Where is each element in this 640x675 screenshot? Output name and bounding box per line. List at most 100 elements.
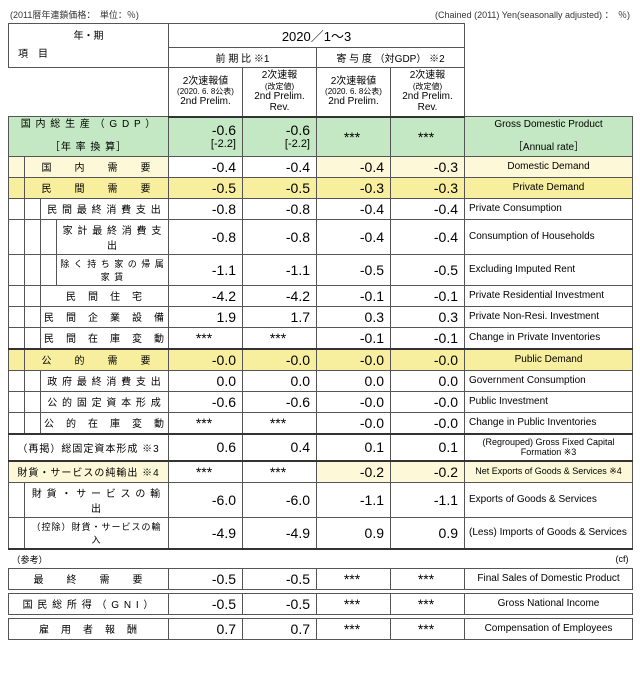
col2-l3: 2nd Prelim. Rev. — [246, 91, 313, 114]
gdp-en: Gross Domestic Product — [494, 119, 602, 131]
col4-l1: 2次速報 — [410, 70, 446, 82]
fsd-v1: -0.5 — [169, 568, 243, 589]
priv-v4: -0.3 — [391, 177, 465, 198]
pcons-v2: -0.8 — [243, 198, 317, 219]
hh-v4: -0.4 — [391, 219, 465, 254]
pcons-en: Private Consumption — [465, 198, 633, 219]
pinv-v2: *** — [243, 327, 317, 349]
gfcf-jp: （再掲）総固定資本形成 ※3 — [9, 434, 169, 461]
dom-en: Domestic Demand — [465, 156, 633, 177]
row-pubstk: 公 的 在 庫 変 動 *** *** -0.0 -0.0 Change in … — [9, 412, 633, 434]
gdp-v1: -0.6 — [212, 122, 236, 138]
dom-v3: -0.4 — [317, 156, 391, 177]
col4-l3: 2nd Prelim. Rev. — [394, 91, 461, 114]
nonresi-en: Private Non-Resi. Investment — [465, 306, 633, 327]
gni-jp: 国 民 総 所 得 （ G N I ） — [9, 593, 169, 614]
row-coe: 雇 用 者 報 酬 0.7 0.7 *** *** Compensation o… — [9, 618, 633, 639]
ex-v3: -1.1 — [317, 482, 391, 517]
row-domestic: 国 内 需 要 -0.4 -0.4 -0.4 -0.3 Domestic Dem… — [9, 156, 633, 177]
pub-v3: -0.0 — [317, 349, 391, 371]
resi-v2: -4.2 — [243, 285, 317, 306]
gdp-jp2: ［年 率 換 算］ — [50, 142, 127, 154]
gfcf-v1: 0.6 — [169, 434, 243, 461]
priv-jp: 民 間 需 要 — [25, 177, 169, 198]
gni-v1: -0.5 — [169, 593, 243, 614]
gcons-v2: 0.0 — [243, 370, 317, 391]
dom-v4: -0.3 — [391, 156, 465, 177]
nonresi-v4: 0.3 — [391, 306, 465, 327]
imputed-jp: 除 く 持 ち 家 の 帰 属 家 賃 — [57, 254, 169, 285]
nonresi-v2: 1.7 — [243, 306, 317, 327]
row-gni: 国 民 総 所 得 （ G N I ） -0.5 -0.5 *** *** Gr… — [9, 593, 633, 614]
pinv-en: Change in Private Inventories — [465, 327, 633, 349]
row-im: （控除）財貨・サービスの輸入 -4.9 -4.9 0.9 0.9 (Less) … — [9, 517, 633, 549]
quarter-label: 2020／1～3 — [169, 24, 465, 48]
pubinv-jp: 公 的 固 定 資 本 形 成 — [41, 391, 169, 412]
row-imputed: 除 く 持 ち 家 の 帰 属 家 賃 -1.1 -1.1 -0.5 -0.5 … — [9, 254, 633, 285]
item-header: 項 目 — [12, 49, 48, 61]
cf-label: (cf) — [465, 549, 633, 569]
pub-v1: -0.0 — [169, 349, 243, 371]
row-ex: 財 貨 ・ サ ー ビ ス の 輸 出 -6.0 -6.0 -1.1 -1.1 … — [9, 482, 633, 517]
ex-v4: -1.1 — [391, 482, 465, 517]
netex-en: Net Exports of Goods & Services ※4 — [465, 461, 633, 483]
resi-v1: -4.2 — [169, 285, 243, 306]
pubinv-v3: -0.0 — [317, 391, 391, 412]
pinv-v3: -0.1 — [317, 327, 391, 349]
pcons-v4: -0.4 — [391, 198, 465, 219]
pubinv-v2: -0.6 — [243, 391, 317, 412]
gdp-v3: *** — [317, 117, 391, 157]
col1-l2: (2020. 6. 8公表) — [177, 87, 234, 96]
im-jp: （控除）財貨・サービスの輸入 — [25, 517, 169, 549]
pubstk-en: Change in Public Inventories — [465, 412, 633, 434]
col3-l3: 2nd Prelim. — [328, 96, 379, 108]
pub-v2: -0.0 — [243, 349, 317, 371]
im-en: (Less) Imports of Goods & Services — [465, 517, 633, 549]
col2-l2: (改定値) — [265, 82, 294, 91]
netex-v4: -0.2 — [391, 461, 465, 483]
row-pcons: 民 間 最 終 消 費 支 出 -0.8 -0.8 -0.4 -0.4 Priv… — [9, 198, 633, 219]
priv-v3: -0.3 — [317, 177, 391, 198]
coe-v1: 0.7 — [169, 618, 243, 639]
resi-v3: -0.1 — [317, 285, 391, 306]
im-v1: -4.9 — [169, 517, 243, 549]
imputed-en: Excluding Imputed Rent — [465, 254, 633, 285]
pinv-v1: *** — [169, 327, 243, 349]
gni-en: Gross National Income — [465, 593, 633, 614]
col3-l1: 2次速報値 — [331, 76, 377, 88]
row-nonresi: 民 間 企 業 設 備 1.9 1.7 0.3 0.3 Private Non-… — [9, 306, 633, 327]
imputed-v1: -1.1 — [169, 254, 243, 285]
row-gdp: 国 内 総 生 産 （ G D P ） ［年 率 換 算］ -0.6[-2.2]… — [9, 117, 633, 157]
gni-v2: -0.5 — [243, 593, 317, 614]
ex-jp: 財 貨 ・ サ ー ビ ス の 輸 出 — [25, 482, 169, 517]
hh-v1: -0.8 — [169, 219, 243, 254]
row-private: 民 間 需 要 -0.5 -0.5 -0.3 -0.3 Private Dema… — [9, 177, 633, 198]
group1: 前 期 比 ※1 — [169, 48, 317, 68]
imputed-v4: -0.5 — [391, 254, 465, 285]
pcons-jp: 民 間 最 終 消 費 支 出 — [41, 198, 169, 219]
row-resi: 民 間 住 宅 -4.2 -4.2 -0.1 -0.1 Private Resi… — [9, 285, 633, 306]
fsd-jp: 最 終 需 要 — [9, 568, 169, 589]
gdp-en2: ［Annual rate］ — [513, 142, 584, 154]
pubstk-v4: -0.0 — [391, 412, 465, 434]
pubstk-v2: *** — [243, 412, 317, 434]
row-netex: 財貨・サービスの純輸出 ※4 *** *** -0.2 -0.2 Net Exp… — [9, 461, 633, 483]
row-ref-label: （参考） (cf) — [9, 549, 633, 569]
group2: 寄 与 度 （対GDP） ※2 — [317, 48, 465, 68]
row-fsd: 最 終 需 要 -0.5 -0.5 *** *** Final Sales of… — [9, 568, 633, 589]
row-gcons: 政 府 最 終 消 費 支 出 0.0 0.0 0.0 0.0 Governme… — [9, 370, 633, 391]
header-left: (2011暦年連鎖価格： 単位：％) — [10, 8, 139, 21]
nonresi-v1: 1.9 — [169, 306, 243, 327]
nonresi-v3: 0.3 — [317, 306, 391, 327]
row-pub: 公 的 需 要 -0.0 -0.0 -0.0 -0.0 Public Deman… — [9, 349, 633, 371]
imputed-v2: -1.1 — [243, 254, 317, 285]
gcons-en: Government Consumption — [465, 370, 633, 391]
gcons-v1: 0.0 — [169, 370, 243, 391]
ex-v1: -6.0 — [169, 482, 243, 517]
pubstk-v3: -0.0 — [317, 412, 391, 434]
gfcf-v4: 0.1 — [391, 434, 465, 461]
pcons-v3: -0.4 — [317, 198, 391, 219]
priv-en: Private Demand — [465, 177, 633, 198]
fsd-en: Final Sales of Domestic Product — [465, 568, 633, 589]
priv-v2: -0.5 — [243, 177, 317, 198]
